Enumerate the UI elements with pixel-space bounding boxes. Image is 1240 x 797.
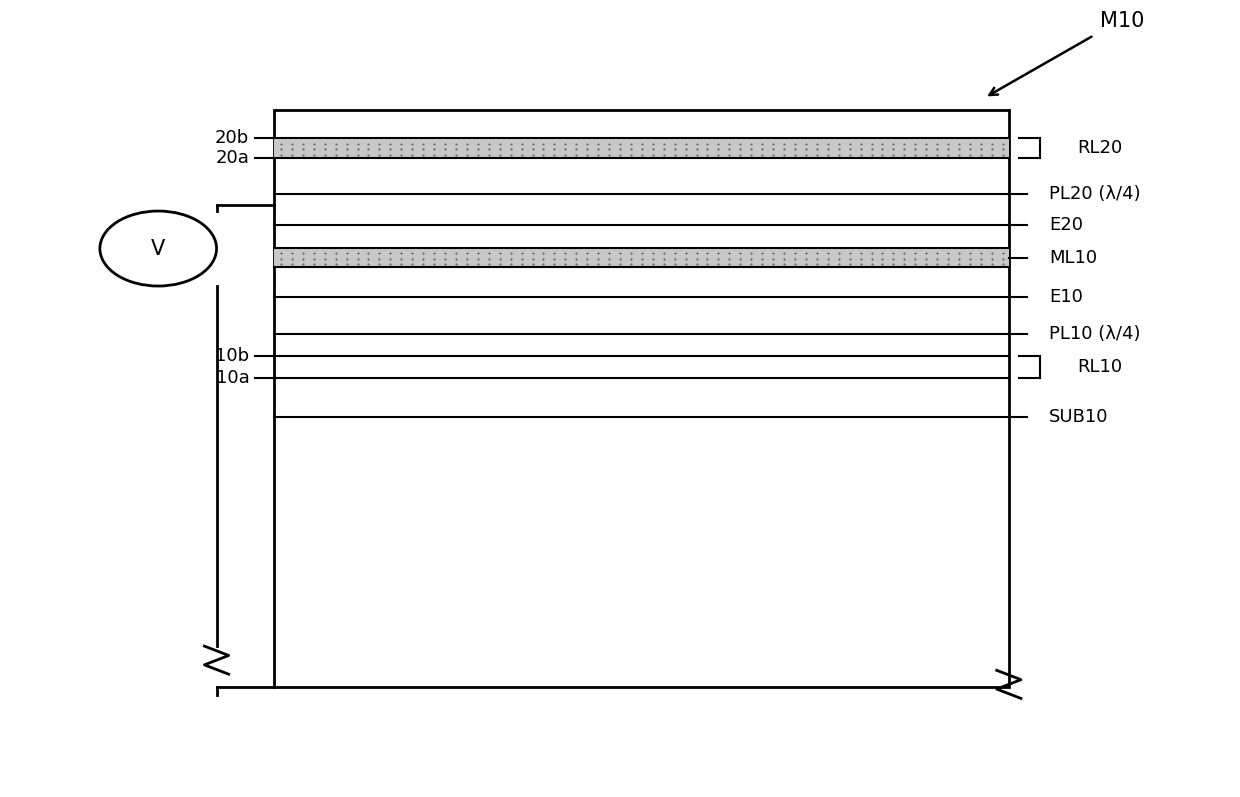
Text: V: V bbox=[151, 238, 165, 258]
Text: PL20 (λ/4): PL20 (λ/4) bbox=[1049, 185, 1141, 203]
Text: 20a: 20a bbox=[216, 149, 249, 167]
Circle shape bbox=[100, 211, 217, 286]
Bar bbox=[274, 248, 1009, 267]
Text: ML10: ML10 bbox=[1049, 249, 1097, 267]
Bar bbox=[274, 139, 1009, 158]
Text: PL10 (λ/4): PL10 (λ/4) bbox=[1049, 325, 1141, 344]
Text: RL20: RL20 bbox=[1076, 139, 1122, 157]
Text: M10: M10 bbox=[1100, 11, 1145, 31]
Text: 10a: 10a bbox=[216, 369, 249, 387]
Text: SUB10: SUB10 bbox=[1049, 408, 1109, 426]
Text: E10: E10 bbox=[1049, 288, 1083, 306]
Text: E20: E20 bbox=[1049, 216, 1083, 234]
Bar bbox=[274, 109, 1009, 688]
Text: 20b: 20b bbox=[215, 129, 249, 147]
Text: 10b: 10b bbox=[216, 347, 249, 365]
Text: RL10: RL10 bbox=[1076, 359, 1122, 376]
